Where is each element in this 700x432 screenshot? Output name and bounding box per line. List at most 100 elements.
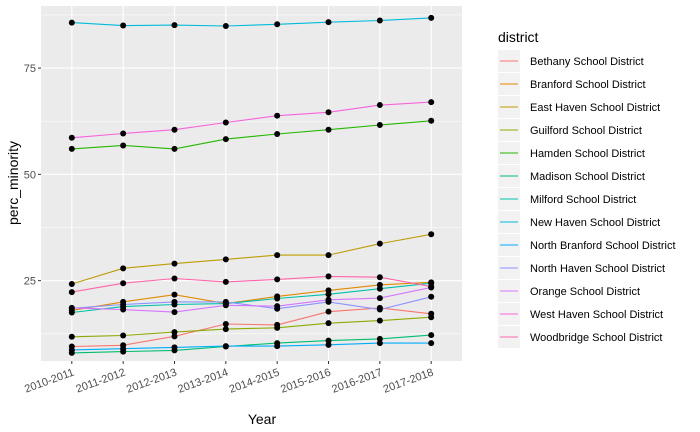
x-tick-label-2: 2012-2013 (125, 367, 179, 396)
legend-label-9: North Haven School District (530, 263, 665, 275)
data-point-10-2 (171, 309, 178, 316)
y-axis: 25 50 75 (24, 63, 41, 288)
data-point-3-0 (68, 333, 75, 340)
data-point-4-7 (428, 117, 435, 124)
y-tick-label-1: 50 (24, 169, 36, 181)
data-point-12-3 (222, 278, 229, 285)
data-point-2-2 (171, 260, 178, 267)
data-point-8-1 (120, 345, 127, 352)
data-point-5-7 (428, 332, 435, 339)
legend: district Bethany School District Branford… (498, 29, 676, 348)
data-point-7-3 (222, 22, 229, 29)
data-point-12-0 (68, 289, 75, 296)
data-point-9-7 (428, 293, 435, 300)
data-point-4-1 (120, 142, 127, 149)
data-point-8-3 (222, 343, 229, 350)
data-point-2-4 (274, 252, 281, 259)
series-line-12 (71, 275, 432, 293)
data-point-11-4 (274, 112, 281, 119)
y-axis-title: perc_minority (5, 141, 21, 225)
data-point-3-4 (274, 324, 281, 331)
data-point-9-6 (376, 306, 383, 313)
series-line-6 (71, 282, 432, 314)
series-line-1 (71, 281, 432, 311)
data-point-11-2 (171, 126, 178, 133)
data-point-12-7 (428, 283, 435, 290)
y-tick-label-2: 75 (24, 63, 36, 75)
data-point-7-7 (428, 14, 435, 21)
data-point-6-0 (68, 309, 75, 316)
data-point-8-7 (428, 340, 435, 347)
x-tick-label-5: 2015-2016 (279, 367, 333, 396)
series-points (68, 14, 435, 356)
legend-label-1: Branford School District (530, 79, 646, 91)
x-axis-title: Year (248, 411, 277, 427)
data-point-4-4 (274, 130, 281, 137)
data-point-10-0 (68, 304, 75, 311)
legend-label-8: North Branford School District (530, 240, 676, 252)
data-point-10-5 (325, 296, 332, 303)
series-lines (71, 17, 432, 354)
legend-label-10: Orange School District (530, 286, 640, 298)
data-point-11-0 (68, 134, 75, 141)
data-point-12-6 (376, 274, 383, 281)
data-point-0-2 (171, 333, 178, 340)
data-point-2-3 (222, 256, 229, 263)
data-point-2-6 (376, 240, 383, 247)
data-point-4-3 (222, 136, 229, 143)
data-point-2-7 (428, 231, 435, 238)
data-point-4-0 (68, 145, 75, 152)
data-point-6-5 (325, 291, 332, 298)
x-tick-label-7: 2017-2018 (382, 367, 436, 396)
data-point-7-1 (120, 22, 127, 29)
data-point-3-1 (120, 332, 127, 339)
data-point-7-5 (325, 19, 332, 26)
data-point-8-0 (68, 346, 75, 353)
legend-label-11: West Haven School District (530, 309, 663, 321)
y-tick-label-0: 25 (24, 276, 36, 288)
data-point-8-4 (274, 343, 281, 350)
x-tick-label-3: 2013-2014 (176, 367, 230, 396)
data-point-9-2 (171, 298, 178, 305)
data-point-5-6 (376, 335, 383, 342)
data-point-8-2 (171, 344, 178, 351)
x-tick-label-6: 2016-2017 (330, 367, 384, 396)
data-point-0-3 (222, 321, 229, 328)
data-point-3-2 (171, 329, 178, 336)
legend-label-4: Hamden School District (530, 148, 645, 160)
data-point-10-6 (376, 295, 383, 302)
legend-label-2: East Haven School District (530, 102, 660, 114)
data-point-5-5 (325, 337, 332, 344)
data-point-8-5 (325, 341, 332, 348)
data-point-1-2 (171, 291, 178, 298)
legend-label-0: Bethany School District (530, 56, 644, 68)
data-point-4-5 (325, 126, 332, 133)
data-point-6-6 (376, 285, 383, 292)
data-point-7-6 (376, 17, 383, 24)
data-point-2-5 (325, 252, 332, 259)
series-line-5 (71, 334, 432, 354)
data-point-8-6 (376, 340, 383, 347)
legend-label-3: Guilford School District (530, 125, 642, 137)
data-point-11-6 (376, 102, 383, 109)
x-axis: 2010-20112011-20122012-20132013-20142014… (23, 361, 435, 396)
data-point-7-2 (171, 22, 178, 29)
series-line-2 (71, 233, 432, 285)
plot-panel (41, 6, 462, 361)
data-point-12-1 (120, 280, 127, 287)
series-line-10 (71, 286, 432, 313)
series-line-4 (71, 120, 432, 150)
data-point-7-4 (274, 21, 281, 28)
series-line-11 (71, 101, 432, 139)
x-tick-label-1: 2011-2012 (74, 367, 127, 396)
data-point-6-4 (274, 295, 281, 302)
data-point-4-6 (376, 122, 383, 129)
data-point-12-5 (325, 273, 332, 280)
data-point-12-2 (171, 275, 178, 282)
x-tick-label-4: 2014-2015 (228, 367, 282, 396)
data-point-7-0 (68, 19, 75, 26)
legend-label-6: Milford School District (530, 194, 636, 206)
data-point-10-3 (222, 302, 229, 309)
legend-label-12: Woodbridge School District (530, 332, 662, 344)
